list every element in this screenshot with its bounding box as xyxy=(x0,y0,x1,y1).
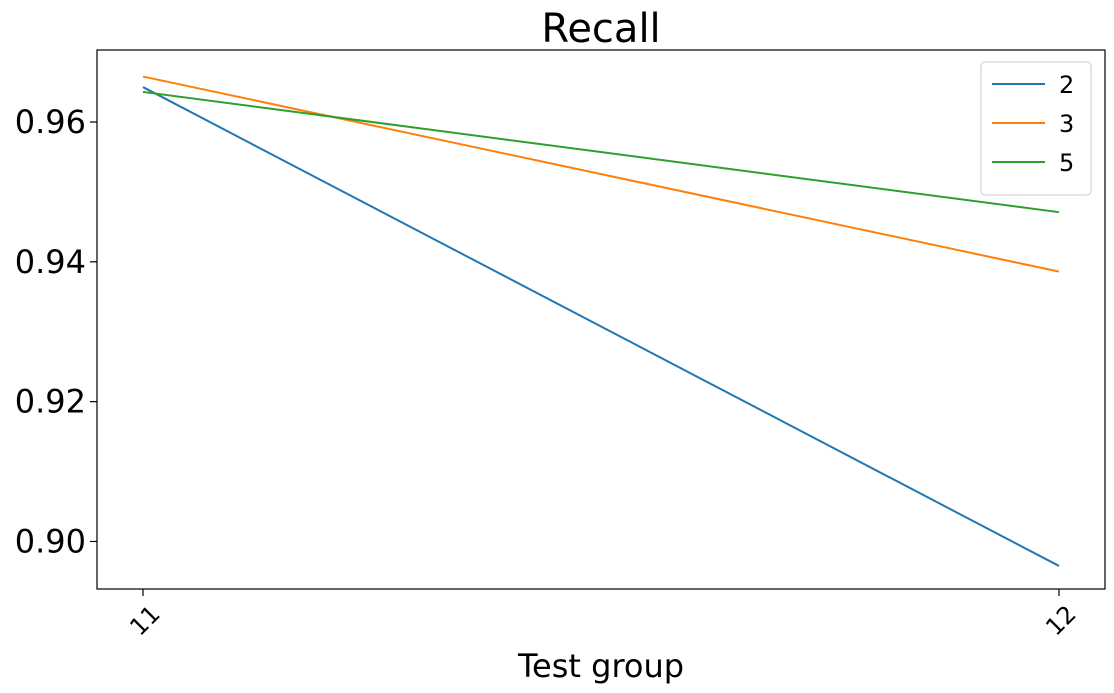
x-tick-label: 12 xyxy=(1040,600,1081,641)
legend-label: 2 xyxy=(1059,71,1074,99)
series-line-5 xyxy=(142,90,1060,214)
series-line-2 xyxy=(142,86,1060,567)
legend-box xyxy=(980,61,1092,196)
legend-label: 3 xyxy=(1059,110,1074,138)
x-axis-label: Test group xyxy=(517,647,684,685)
y-tick-label: 0.92 xyxy=(15,383,86,421)
series-line-3 xyxy=(142,75,1060,273)
y-tick-label: 0.96 xyxy=(15,103,86,141)
chart-title: Recall xyxy=(541,6,660,52)
legend: 2 3 5 xyxy=(980,61,1092,196)
y-tick-label: 0.90 xyxy=(15,522,86,560)
plot-frame xyxy=(96,49,1106,590)
x-tick-label: 11 xyxy=(124,600,165,641)
y-tick-label: 0.94 xyxy=(15,243,86,281)
y-axis: 0.90 0.92 0.94 0.96 xyxy=(15,103,97,560)
x-axis: 11 12 xyxy=(124,589,1082,641)
legend-label: 5 xyxy=(1059,149,1074,177)
plot-area xyxy=(142,75,1060,567)
